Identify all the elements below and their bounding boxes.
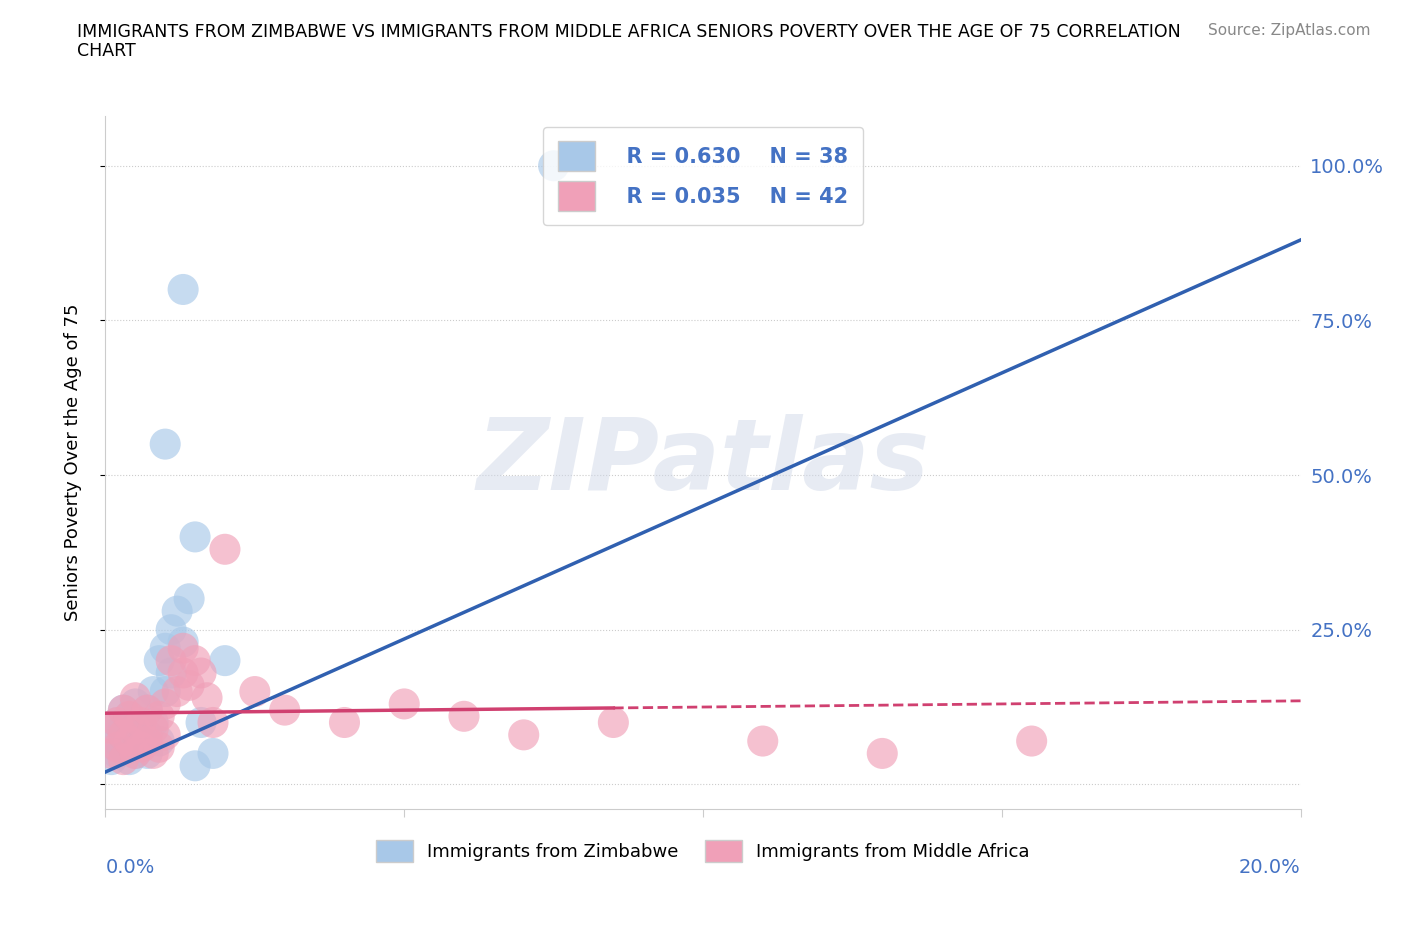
Point — [513, 727, 536, 742]
Point — [112, 739, 135, 754]
Point — [177, 591, 201, 606]
Point — [136, 727, 159, 742]
Point — [751, 734, 773, 749]
Point — [160, 622, 183, 637]
Point — [118, 734, 141, 749]
Point — [112, 703, 135, 718]
Text: 0.0%: 0.0% — [105, 857, 155, 877]
Point — [124, 746, 146, 761]
Point — [155, 437, 177, 452]
Point — [172, 666, 194, 681]
Point — [177, 678, 201, 693]
Point — [142, 715, 165, 730]
Point — [112, 727, 135, 742]
Point — [107, 715, 129, 730]
Point — [124, 722, 146, 737]
Point — [107, 715, 129, 730]
Point — [136, 734, 159, 749]
Point — [166, 684, 188, 699]
Point — [166, 604, 188, 618]
Point — [148, 734, 170, 749]
Text: ZIPatlas: ZIPatlas — [477, 414, 929, 512]
Point — [124, 697, 146, 711]
Point — [333, 715, 356, 730]
Point — [136, 746, 159, 761]
Point — [273, 703, 295, 718]
Point — [184, 653, 207, 668]
Point — [1021, 734, 1043, 749]
Point — [184, 758, 207, 773]
Point — [160, 666, 183, 681]
Point — [148, 739, 170, 754]
Point — [160, 653, 183, 668]
Point — [142, 746, 165, 761]
Point — [100, 722, 122, 737]
Point — [129, 715, 153, 730]
Point — [112, 703, 135, 718]
Point — [129, 739, 153, 754]
Point — [202, 715, 225, 730]
Point — [872, 746, 894, 761]
Point — [124, 715, 146, 730]
Point — [214, 653, 236, 668]
Point — [172, 634, 194, 649]
Point — [214, 542, 236, 557]
Text: 20.0%: 20.0% — [1239, 857, 1301, 877]
Point — [107, 734, 129, 749]
Point — [155, 641, 177, 656]
Text: Source: ZipAtlas.com: Source: ZipAtlas.com — [1208, 23, 1371, 38]
Point — [118, 709, 141, 724]
Point — [100, 746, 122, 761]
Point — [184, 529, 207, 544]
Point — [107, 739, 129, 754]
Point — [136, 703, 159, 718]
Point — [148, 653, 170, 668]
Point — [136, 703, 159, 718]
Point — [190, 666, 212, 681]
Point — [148, 709, 170, 724]
Text: IMMIGRANTS FROM ZIMBABWE VS IMMIGRANTS FROM MIDDLE AFRICA SENIORS POVERTY OVER T: IMMIGRANTS FROM ZIMBABWE VS IMMIGRANTS F… — [77, 23, 1181, 41]
Point — [118, 709, 141, 724]
Point — [155, 684, 177, 699]
Point — [190, 715, 212, 730]
Point — [107, 746, 129, 761]
Point — [394, 697, 416, 711]
Point — [453, 709, 475, 724]
Point — [202, 746, 225, 761]
Point — [118, 727, 141, 742]
Point — [195, 690, 218, 705]
Point — [100, 727, 122, 742]
Point — [243, 684, 266, 699]
Point — [129, 739, 153, 754]
Point — [602, 715, 624, 730]
Text: CHART: CHART — [77, 42, 136, 60]
Legend: Immigrants from Zimbabwe, Immigrants from Middle Africa: Immigrants from Zimbabwe, Immigrants fro… — [370, 833, 1036, 870]
Point — [124, 746, 146, 761]
Point — [129, 722, 153, 737]
Point — [124, 690, 146, 705]
Point — [172, 641, 194, 656]
Point — [142, 684, 165, 699]
Y-axis label: Seniors Poverty Over the Age of 75: Seniors Poverty Over the Age of 75 — [63, 304, 82, 621]
Point — [118, 752, 141, 767]
Point — [172, 282, 194, 297]
Point — [543, 158, 565, 173]
Point — [155, 727, 177, 742]
Point — [155, 697, 177, 711]
Point — [100, 752, 122, 767]
Point — [112, 722, 135, 737]
Point — [112, 752, 135, 767]
Point — [142, 722, 165, 737]
